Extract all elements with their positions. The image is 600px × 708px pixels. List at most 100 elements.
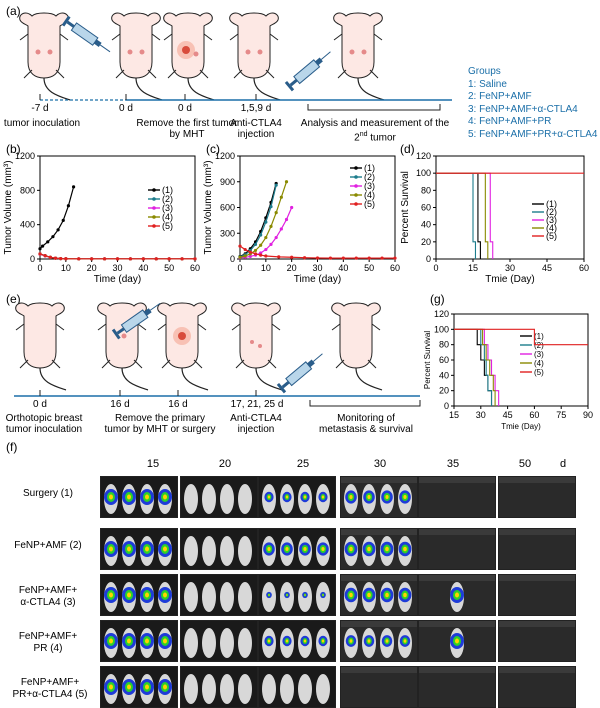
step-remove-first-tumor: Remove the first tumor by MHT	[136, 118, 238, 140]
group-item: 5: FeNP+AMF+PR+α-CTLA4	[468, 128, 598, 140]
data-point	[259, 253, 263, 257]
x-tick-label: 20	[87, 263, 97, 273]
day-label: 20	[218, 458, 232, 470]
bli-image-tile	[100, 476, 178, 518]
panel-a-letter: (a)	[6, 4, 21, 18]
step-anti-ctla4-e: Anti-CTLA4 injection	[230, 413, 282, 435]
data-point	[277, 255, 281, 259]
signal-blob	[163, 546, 167, 552]
day-unit: d	[560, 458, 567, 470]
data-point	[71, 185, 76, 189]
data-point	[367, 256, 371, 260]
row-label-5: FeNP+AMF+ PR+α-CTLA4 (5)	[12, 677, 88, 700]
data-point	[264, 247, 268, 252]
tile-stripe	[419, 667, 495, 673]
y-tick-label: 400	[20, 220, 35, 230]
plot-frame	[435, 155, 585, 260]
series-line-5	[454, 328, 588, 346]
y-tick-label: 1200	[15, 151, 35, 161]
y-tick-label: 40	[421, 220, 431, 230]
data-point	[284, 217, 289, 222]
mouse-silhouette	[238, 628, 252, 658]
bli-image-tile	[340, 574, 418, 616]
bli-image-tile	[258, 620, 336, 662]
tile-stripe	[499, 667, 575, 673]
data-point	[248, 254, 252, 259]
signal-blob	[145, 494, 149, 500]
signal-blob	[385, 639, 389, 643]
bli-image-tile	[418, 528, 496, 570]
data-point	[167, 257, 171, 261]
data-point	[354, 256, 358, 260]
mouse-silhouette	[220, 628, 234, 658]
panel-e-letter: (e)	[6, 292, 21, 306]
signal-blob	[109, 638, 113, 644]
data-point	[193, 257, 197, 261]
row-label-3: FeNP+AMF+ α-CTLA4 (3)	[18, 585, 78, 608]
time-label-e2: 16 d	[110, 399, 130, 410]
y-axis-label: Percent Survival	[423, 331, 432, 389]
signal-blob	[367, 639, 371, 643]
bli-image-tile	[498, 574, 576, 616]
x-tick-label: 15	[468, 263, 478, 273]
step-anti-ctla4: Anti-CTLA4 injection	[230, 118, 282, 140]
legend-entry: (2)	[162, 194, 173, 204]
signal-blob	[349, 495, 353, 499]
time-label-a3: 0 d	[178, 103, 192, 114]
signal-blob	[367, 592, 371, 598]
signal-blob	[385, 495, 389, 499]
legend-entry: (4)	[364, 190, 375, 200]
data-point	[274, 183, 278, 187]
legend-marker	[354, 193, 358, 197]
data-point	[38, 252, 42, 256]
data-point	[315, 256, 320, 260]
data-point	[279, 195, 283, 199]
legend-entry: (5)	[534, 368, 544, 377]
x-tick-label: 60	[579, 263, 589, 273]
signal-blob	[109, 494, 113, 500]
day-label: 25	[296, 458, 310, 470]
legend-entry: (2)	[534, 341, 544, 350]
legend-marker	[152, 224, 156, 228]
y-tick-label: 20	[439, 386, 449, 396]
series-line-4	[239, 181, 288, 258]
legend-entry: (2)	[546, 207, 557, 217]
group-item: 4: FeNP+AMF+PR	[468, 116, 552, 127]
bli-image-tile	[498, 476, 576, 518]
data-point	[279, 227, 283, 231]
data-point	[269, 205, 273, 209]
groups-legend: Groups 1: Saline 2: FeNP+AMF 3: FeNP+AMF…	[468, 66, 598, 141]
signal-blob	[127, 592, 131, 598]
signal-blob	[385, 592, 389, 598]
panel-f-letter: (f)	[6, 440, 18, 454]
mouse-silhouette	[184, 536, 198, 566]
step-remove-primary: Remove the primary tumor by MHT or surger…	[104, 413, 216, 435]
data-point	[238, 244, 242, 248]
tile-stripe	[499, 621, 575, 627]
bli-image-tile	[340, 620, 418, 662]
signal-blob	[321, 495, 325, 499]
bioluminescence-grid	[100, 476, 580, 708]
y-tick-label: 60	[439, 355, 449, 365]
time-label-e4: 17, 21, 25 d	[230, 399, 284, 410]
y-tick-label: 80	[439, 340, 449, 350]
data-point	[248, 250, 252, 254]
legend-entry: (1)	[546, 199, 557, 209]
legend-entry: (4)	[162, 212, 173, 222]
signal-blob	[403, 495, 407, 499]
y-tick-label: 120	[434, 309, 449, 319]
x-tick-label: 20	[287, 263, 297, 273]
y-tick-label: 0	[230, 254, 235, 264]
signal-blob	[127, 684, 131, 690]
legend-entry: (1)	[364, 163, 375, 173]
data-point	[380, 256, 384, 260]
signal-blob	[367, 495, 371, 499]
mouse-e1	[15, 302, 67, 391]
x-tick-label: 40	[138, 263, 148, 273]
bli-image-tile	[180, 574, 258, 616]
mouse-silhouette	[184, 582, 198, 612]
signal-blob	[268, 594, 270, 596]
mouse-2	[111, 12, 163, 101]
signal-blob	[403, 592, 407, 598]
x-tick-label: 60	[390, 263, 400, 273]
